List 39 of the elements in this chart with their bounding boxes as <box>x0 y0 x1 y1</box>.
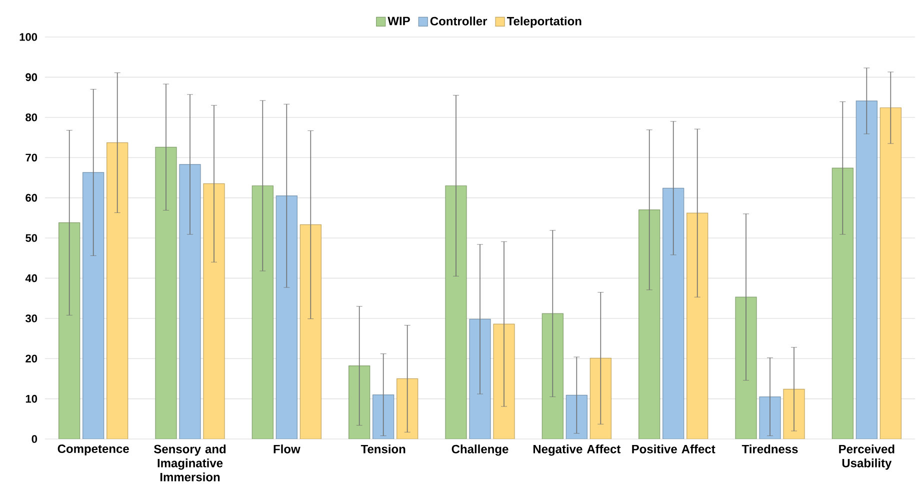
bar <box>638 210 660 439</box>
bar <box>832 168 854 439</box>
bar <box>686 212 708 439</box>
x-tick-label: Challenge <box>452 444 508 456</box>
x-tick-label: Flow <box>274 444 300 454</box>
x-tick-label: Negative Affect <box>533 444 621 456</box>
bar <box>300 224 322 439</box>
bar <box>58 222 80 439</box>
y-tick-label: 40 <box>25 274 38 282</box>
y-tick-label: 60 <box>26 194 38 202</box>
bar <box>662 188 684 439</box>
x-tick-label: Perceived Usability <box>839 444 894 470</box>
x-tick-label: Positive Affect <box>632 444 716 454</box>
y-tick-label: 0 <box>32 435 38 443</box>
y-tick-label: 30 <box>25 314 38 322</box>
bar <box>203 183 225 439</box>
y-tick-label: 20 <box>26 354 38 362</box>
bar <box>179 164 201 439</box>
x-tick-label: Tiredness <box>742 444 798 454</box>
bar <box>106 142 128 439</box>
legend-label: Teleportation <box>506 16 582 28</box>
bar <box>155 146 177 439</box>
bar <box>880 107 902 439</box>
bar <box>252 185 274 439</box>
y-tick-label: 50 <box>26 234 38 242</box>
legend-label: Controller <box>430 16 488 26</box>
y-tick-label: 90 <box>26 73 38 82</box>
y-tick-label: 70 <box>26 154 38 162</box>
bar <box>82 172 104 439</box>
y-tick-label: 100 <box>20 33 38 41</box>
bar <box>445 185 467 439</box>
x-tick-label: Tension <box>360 444 406 454</box>
y-tick-label: 80 <box>26 113 38 122</box>
x-tick-label: Competence <box>58 444 129 456</box>
legend-label: WIP <box>388 16 410 26</box>
bar <box>276 195 298 439</box>
x-tick-label: Sensory and Imaginative Immersion <box>154 444 226 482</box>
y-tick-label: 10 <box>26 394 38 403</box>
bar <box>856 100 878 439</box>
